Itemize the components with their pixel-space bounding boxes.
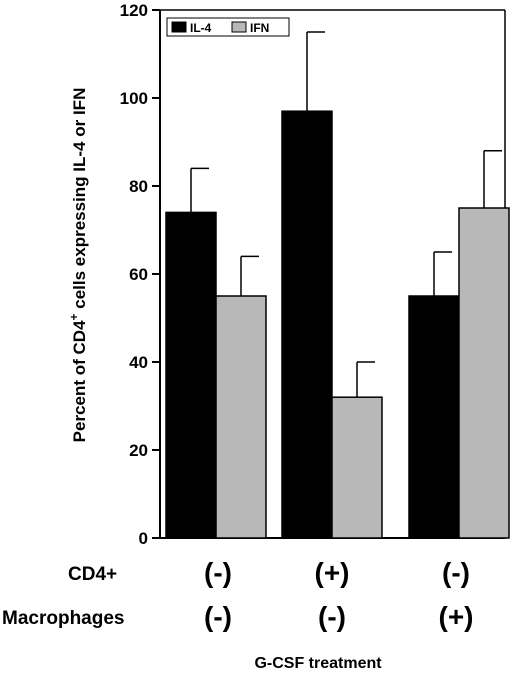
bar-ifn-group3	[458, 207, 510, 539]
bar-ifn-group2	[331, 396, 383, 539]
y-tick-label: 60	[129, 265, 148, 284]
y-tick-label: 80	[129, 177, 148, 196]
y-tick-label: 20	[129, 441, 148, 460]
y-axis-title: Percent of CD4+ cells expressing IL-4 or…	[67, 88, 89, 443]
group2-cd4-label: (+)	[315, 557, 350, 588]
y-tick-label: 40	[129, 353, 148, 372]
bar-il4-group3	[408, 295, 460, 539]
error-bars	[190, 31, 502, 398]
legend-swatch-il4	[171, 21, 187, 33]
x-axis-title: G-CSF treatment	[254, 655, 382, 672]
bar-il4-group2	[281, 110, 333, 539]
group2-macrophages-label: (-)	[318, 601, 346, 632]
bar-il4-group1	[165, 211, 217, 539]
group3-macrophages-label: (+)	[439, 601, 474, 632]
y-axis-title-superscript: +	[67, 313, 81, 320]
legend-box	[166, 17, 290, 37]
y-axis-title-main: Percent of CD4	[70, 320, 89, 442]
legend-label-il4: IL-4	[190, 21, 212, 35]
legend-swatch-ifn	[231, 21, 247, 33]
group3-cd4-label: (-)	[442, 557, 470, 588]
legend: IL-4 IFN	[166, 17, 290, 37]
y-axis-title-rest: cells expressing IL-4 or IFN	[70, 88, 89, 314]
y-tick-label: 0	[139, 529, 148, 548]
row-label-cd4: CD4+	[68, 564, 117, 585]
group1-macrophages-label: (-)	[204, 601, 232, 632]
group1-cd4-label: (-)	[204, 557, 232, 588]
row-label-macrophages: Macrophages	[2, 608, 124, 629]
bar-ifn-group1	[215, 295, 267, 539]
y-tick-label: 120	[120, 1, 148, 20]
y-tick-label: 100	[120, 89, 148, 108]
legend-label-ifn: IFN	[250, 21, 269, 35]
y-ticks: 0 20 40 60 80 100 120	[120, 1, 160, 548]
bars	[165, 110, 510, 539]
